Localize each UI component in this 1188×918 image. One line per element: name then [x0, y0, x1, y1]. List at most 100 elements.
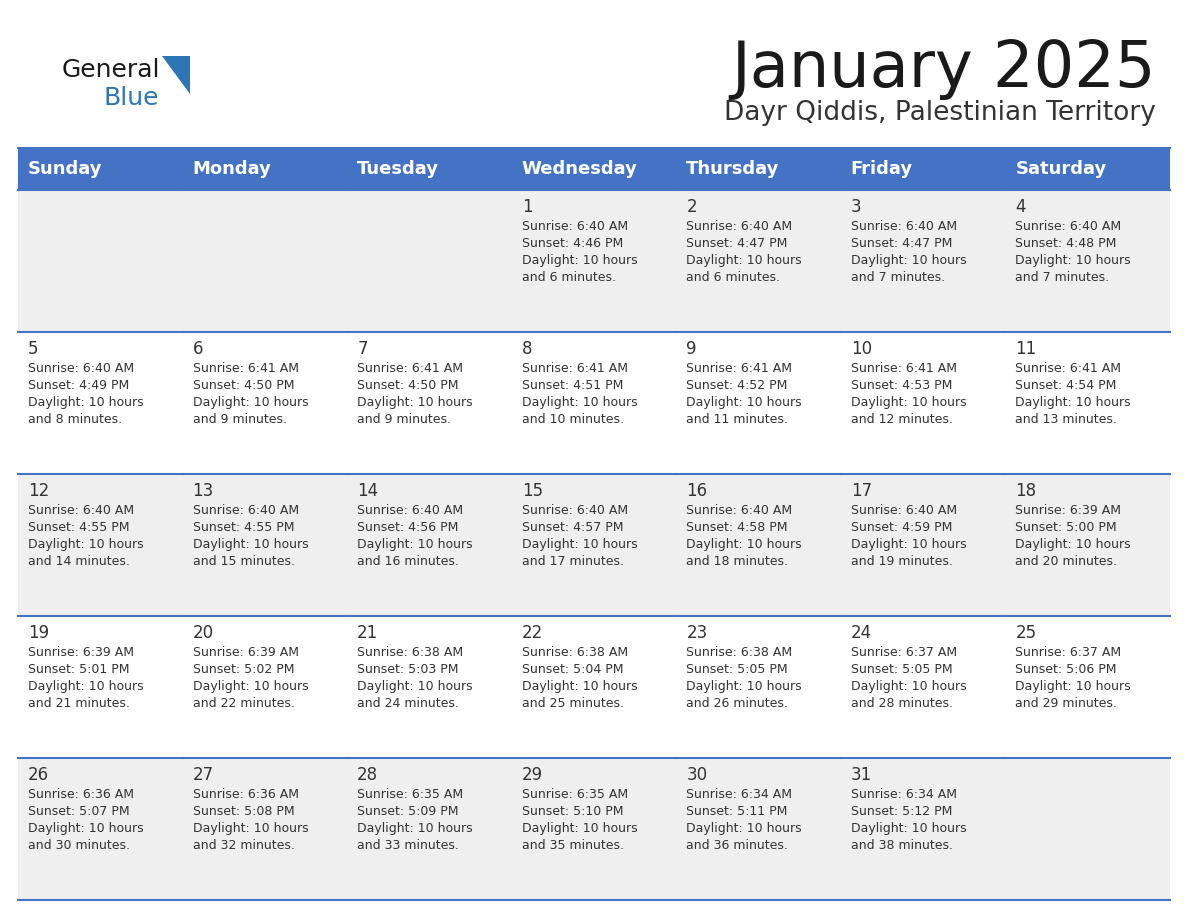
Text: 7: 7 [358, 340, 367, 358]
Bar [347, 616, 512, 758]
Text: Sunset: 5:11 PM: Sunset: 5:11 PM [687, 805, 788, 818]
Text: Daylight: 10 hours: Daylight: 10 hours [1016, 680, 1131, 693]
Text: Daylight: 10 hours: Daylight: 10 hours [1016, 254, 1131, 267]
Text: 2: 2 [687, 198, 697, 216]
Text: Sunset: 4:55 PM: Sunset: 4:55 PM [29, 521, 129, 534]
Bar [18, 332, 183, 474]
Text: 10: 10 [851, 340, 872, 358]
Bar [183, 332, 347, 474]
Bar [1005, 148, 1170, 190]
Text: 27: 27 [192, 766, 214, 784]
Text: Tuesday: Tuesday [358, 160, 440, 178]
Text: Sunrise: 6:37 AM: Sunrise: 6:37 AM [1016, 646, 1121, 659]
Text: 6: 6 [192, 340, 203, 358]
Text: Daylight: 10 hours: Daylight: 10 hours [687, 254, 802, 267]
Text: and 25 minutes.: and 25 minutes. [522, 697, 624, 710]
Text: and 29 minutes.: and 29 minutes. [1016, 697, 1117, 710]
Text: 9: 9 [687, 340, 697, 358]
Bar [841, 616, 1005, 758]
Text: Sunset: 4:59 PM: Sunset: 4:59 PM [851, 521, 953, 534]
Text: Sunset: 4:47 PM: Sunset: 4:47 PM [687, 237, 788, 250]
Text: Sunset: 4:49 PM: Sunset: 4:49 PM [29, 379, 129, 392]
Text: Daylight: 10 hours: Daylight: 10 hours [1016, 538, 1131, 551]
Text: and 16 minutes.: and 16 minutes. [358, 555, 459, 568]
Text: Sunrise: 6:40 AM: Sunrise: 6:40 AM [358, 504, 463, 517]
Text: and 7 minutes.: and 7 minutes. [1016, 271, 1110, 284]
Text: Daylight: 10 hours: Daylight: 10 hours [522, 396, 637, 409]
Text: Sunset: 5:09 PM: Sunset: 5:09 PM [358, 805, 459, 818]
Bar [1005, 758, 1170, 900]
Text: Sunrise: 6:35 AM: Sunrise: 6:35 AM [522, 788, 627, 801]
Text: Sunset: 5:02 PM: Sunset: 5:02 PM [192, 663, 295, 676]
Text: Wednesday: Wednesday [522, 160, 638, 178]
Text: Sunset: 4:58 PM: Sunset: 4:58 PM [687, 521, 788, 534]
Text: Sunrise: 6:40 AM: Sunrise: 6:40 AM [522, 220, 627, 233]
Bar [512, 190, 676, 332]
Text: 5: 5 [29, 340, 38, 358]
Bar [183, 758, 347, 900]
Text: Sunset: 4:46 PM: Sunset: 4:46 PM [522, 237, 623, 250]
Text: 31: 31 [851, 766, 872, 784]
Text: and 6 minutes.: and 6 minutes. [687, 271, 781, 284]
Bar [18, 758, 183, 900]
Text: Daylight: 10 hours: Daylight: 10 hours [851, 396, 967, 409]
Text: Sunrise: 6:41 AM: Sunrise: 6:41 AM [522, 362, 627, 375]
Text: Sunset: 4:56 PM: Sunset: 4:56 PM [358, 521, 459, 534]
Text: and 33 minutes.: and 33 minutes. [358, 839, 459, 852]
Text: Sunrise: 6:40 AM: Sunrise: 6:40 AM [522, 504, 627, 517]
Text: 28: 28 [358, 766, 378, 784]
Text: Sunrise: 6:40 AM: Sunrise: 6:40 AM [29, 504, 134, 517]
Text: 14: 14 [358, 482, 378, 500]
Bar [18, 148, 183, 190]
Text: Sunset: 4:54 PM: Sunset: 4:54 PM [1016, 379, 1117, 392]
Text: and 20 minutes.: and 20 minutes. [1016, 555, 1118, 568]
Text: Sunset: 4:50 PM: Sunset: 4:50 PM [358, 379, 459, 392]
Text: Sunset: 4:50 PM: Sunset: 4:50 PM [192, 379, 295, 392]
Text: Daylight: 10 hours: Daylight: 10 hours [687, 822, 802, 835]
Text: 12: 12 [29, 482, 49, 500]
Text: 15: 15 [522, 482, 543, 500]
Text: Sunset: 5:01 PM: Sunset: 5:01 PM [29, 663, 129, 676]
Text: Daylight: 10 hours: Daylight: 10 hours [192, 396, 308, 409]
Text: Daylight: 10 hours: Daylight: 10 hours [851, 254, 967, 267]
Bar [676, 148, 841, 190]
Text: Daylight: 10 hours: Daylight: 10 hours [29, 538, 144, 551]
Text: 4: 4 [1016, 198, 1026, 216]
Bar [512, 332, 676, 474]
Bar [18, 474, 183, 616]
Text: Daylight: 10 hours: Daylight: 10 hours [358, 538, 473, 551]
Bar [183, 474, 347, 616]
Text: Daylight: 10 hours: Daylight: 10 hours [192, 538, 308, 551]
Text: Saturday: Saturday [1016, 160, 1107, 178]
Bar [347, 758, 512, 900]
Text: Sunset: 4:47 PM: Sunset: 4:47 PM [851, 237, 953, 250]
Text: Sunrise: 6:38 AM: Sunrise: 6:38 AM [358, 646, 463, 659]
Bar [841, 758, 1005, 900]
Text: Sunday: Sunday [29, 160, 102, 178]
Text: and 35 minutes.: and 35 minutes. [522, 839, 624, 852]
Text: Sunrise: 6:40 AM: Sunrise: 6:40 AM [851, 220, 958, 233]
Text: Monday: Monday [192, 160, 271, 178]
Text: Daylight: 10 hours: Daylight: 10 hours [522, 822, 637, 835]
Text: Daylight: 10 hours: Daylight: 10 hours [522, 538, 637, 551]
Text: and 10 minutes.: and 10 minutes. [522, 413, 624, 426]
Bar [841, 474, 1005, 616]
Text: Sunset: 4:51 PM: Sunset: 4:51 PM [522, 379, 623, 392]
Text: Sunset: 5:06 PM: Sunset: 5:06 PM [1016, 663, 1117, 676]
Text: and 36 minutes.: and 36 minutes. [687, 839, 788, 852]
Polygon shape [162, 56, 190, 94]
Bar [1005, 190, 1170, 332]
Text: and 30 minutes.: and 30 minutes. [29, 839, 129, 852]
Bar [512, 616, 676, 758]
Bar [512, 474, 676, 616]
Text: 1: 1 [522, 198, 532, 216]
Bar [676, 616, 841, 758]
Text: Sunrise: 6:41 AM: Sunrise: 6:41 AM [687, 362, 792, 375]
Text: Sunset: 4:52 PM: Sunset: 4:52 PM [687, 379, 788, 392]
Text: Daylight: 10 hours: Daylight: 10 hours [851, 538, 967, 551]
Text: and 21 minutes.: and 21 minutes. [29, 697, 129, 710]
Text: 16: 16 [687, 482, 707, 500]
Text: Sunrise: 6:34 AM: Sunrise: 6:34 AM [851, 788, 956, 801]
Text: 25: 25 [1016, 624, 1037, 642]
Text: 11: 11 [1016, 340, 1037, 358]
